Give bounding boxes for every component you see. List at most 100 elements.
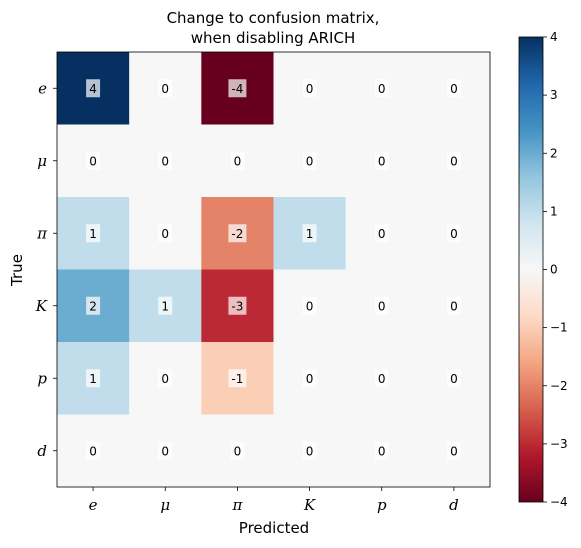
- x-tick-label: d: [449, 496, 459, 514]
- cell-label-box: [446, 369, 461, 388]
- cell-value-label: -3: [231, 299, 243, 313]
- colorbar-tick-label: 3: [550, 88, 558, 102]
- cell-value-label: 0: [378, 372, 386, 386]
- cell-label-box: [86, 79, 101, 98]
- y-tick-label: μ: [37, 152, 47, 170]
- chart-title-line-2: when disabling ARICH: [191, 29, 356, 47]
- cell-value-label: 0: [378, 154, 386, 168]
- y-tick-label: e: [38, 79, 47, 97]
- y-tick-label: π: [36, 224, 48, 242]
- cell-annotations: 4 0 -4 0 0 0 0 0 0 0 0 0 1 0 -2 1 0 0 2 1 -3 0 0 0 1 0 -1 0 0 0 0 0 0 0 0 0: [86, 79, 461, 460]
- y-tick-label: K: [35, 297, 48, 315]
- cell-label-box: [86, 441, 101, 460]
- cell-label-box: [446, 296, 461, 315]
- cell-label-box: [302, 441, 317, 460]
- x-tick-label: e: [89, 496, 98, 514]
- cell-value-label: 0: [378, 299, 386, 313]
- cell-value-label: 0: [306, 82, 314, 96]
- cell-value-label: 0: [161, 444, 169, 458]
- cell-value-label: 0: [450, 82, 458, 96]
- cell-value-label: 0: [161, 372, 169, 386]
- y-axis-label: True: [8, 254, 26, 287]
- cell-value-label: 0: [306, 299, 314, 313]
- cell-label-box: [158, 224, 173, 243]
- cell-label-box: [230, 441, 245, 460]
- cell-label-box: [302, 296, 317, 315]
- cell-label-box: [446, 441, 461, 460]
- plot-frame: [56, 51, 491, 488]
- cell-label-box: [86, 296, 101, 315]
- cell-label-box: [374, 224, 389, 243]
- colorbar-tick-label: 0: [550, 263, 558, 277]
- cell-value-label: 1: [89, 227, 97, 241]
- heatmap-cells: [57, 52, 491, 488]
- x-tick-label: μ: [160, 496, 170, 514]
- colorbar-ticks: 4 3 2 1 0 −1 −2 −3 −4: [543, 30, 568, 509]
- cell-value-label: 4: [89, 82, 97, 96]
- colorbar-tick-label: −3: [550, 437, 568, 451]
- colorbar: [518, 36, 544, 503]
- cell-label-box: [230, 151, 245, 170]
- cell-value-label: 0: [306, 154, 314, 168]
- cell-value-label: 0: [89, 154, 97, 168]
- cell-label-box: [302, 369, 317, 388]
- cell-value-label: 0: [234, 154, 242, 168]
- cell-value-label: -4: [231, 82, 243, 96]
- cell-label-box: [158, 296, 173, 315]
- cell-value-label: 0: [161, 154, 169, 168]
- cell-value-label: 0: [89, 444, 97, 458]
- cell-label-box: [374, 369, 389, 388]
- cell-label-box: [228, 224, 247, 243]
- cell-value-label: 0: [306, 444, 314, 458]
- cell-label-box: [158, 79, 173, 98]
- colorbar-tick-label: 2: [550, 146, 558, 160]
- cell-value-label: -2: [231, 227, 243, 241]
- cell-label-box: [302, 224, 317, 243]
- colorbar-tick-label: −4: [550, 495, 568, 509]
- cell-value-label: 1: [89, 372, 97, 386]
- cell-label-box: [228, 79, 247, 98]
- cell-label-box: [374, 151, 389, 170]
- cell-value-label: 0: [378, 444, 386, 458]
- colorbar-tick-label: −1: [550, 321, 568, 335]
- colorbar-tick-label: −2: [550, 379, 568, 393]
- cell-value-label: 1: [161, 299, 169, 313]
- cell-label-box: [302, 151, 317, 170]
- cell-label-box: [228, 296, 247, 315]
- cell-label-box: [446, 151, 461, 170]
- cell-label-box: [86, 224, 101, 243]
- cell-value-label: 0: [234, 444, 242, 458]
- x-tick-label: K: [303, 496, 316, 514]
- cell-label-box: [374, 296, 389, 315]
- chart-title-line-1: Change to confusion matrix,: [167, 9, 380, 27]
- cell-label-box: [228, 369, 247, 388]
- cell-value-label: 0: [378, 82, 386, 96]
- cell-label-box: [446, 224, 461, 243]
- colorbar-tick-label: 4: [550, 30, 558, 44]
- cell-label-box: [302, 79, 317, 98]
- cell-value-label: 2: [89, 299, 97, 313]
- cell-value-label: 0: [450, 154, 458, 168]
- cell-label-box: [158, 151, 173, 170]
- x-tick-label: π: [231, 496, 243, 514]
- cell-label-box: [374, 441, 389, 460]
- y-tick-label: p: [37, 369, 47, 387]
- cell-value-label: 0: [450, 299, 458, 313]
- cell-label-box: [158, 441, 173, 460]
- cell-value-label: 0: [450, 444, 458, 458]
- cell-label-box: [86, 369, 101, 388]
- cell-value-label: 0: [450, 372, 458, 386]
- cell-label-box: [158, 369, 173, 388]
- cell-value-label: 1: [306, 227, 314, 241]
- x-axis-label: Predicted: [239, 519, 309, 537]
- colorbar-tick-label: 1: [550, 204, 558, 218]
- cell-label-box: [446, 79, 461, 98]
- cell-value-label: 0: [161, 82, 169, 96]
- cell-value-label: 0: [378, 227, 386, 241]
- x-tick-label: p: [377, 496, 387, 514]
- cell-label-box: [86, 151, 101, 170]
- cell-value-label: 0: [161, 227, 169, 241]
- cell-value-label: -1: [231, 372, 243, 386]
